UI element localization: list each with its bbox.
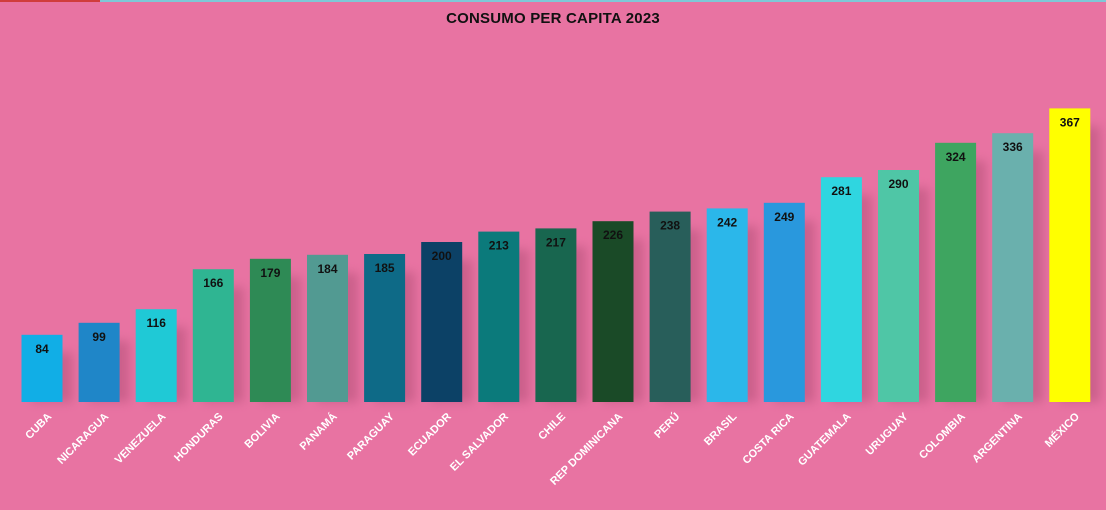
value-label-chile: 217 [546, 235, 566, 249]
value-label-uruguay: 290 [888, 177, 908, 191]
bar-nicaragua [78, 322, 120, 402]
category-label-el-salvador: EL SALVADOR [448, 411, 511, 474]
bar-uruguay [878, 170, 919, 402]
bar-brasil [706, 208, 748, 402]
value-label-brasil: 242 [717, 215, 737, 229]
bar-ecuador [421, 242, 463, 402]
bar-bolivia [249, 258, 291, 402]
value-label-cuba: 84 [35, 342, 49, 356]
bar-argentina [992, 133, 1034, 402]
category-label-panama: PANAMÁ [297, 410, 340, 453]
chart-title: CONSUMO PER CAPITA 2023 [446, 10, 660, 27]
category-label-argentina: ARGENTINA [970, 411, 1025, 466]
category-label-paraguay: PARAGUAY [345, 410, 397, 462]
bar-cuba [21, 334, 63, 402]
bar-rep-dominicana [592, 221, 634, 402]
category-label-mexico: MÉXICO [1042, 410, 1082, 450]
bar-guatemala [820, 177, 862, 402]
value-label-paraguay: 185 [375, 261, 395, 275]
value-label-costa-rica: 249 [774, 210, 794, 224]
value-label-panama: 184 [317, 262, 337, 276]
category-label-cuba: CUBA [23, 411, 54, 442]
top-border [0, 0, 1106, 2]
category-label-peru: PERÚ [652, 410, 683, 441]
category-label-guatemala: GUATEMALA [796, 411, 854, 469]
value-label-el-salvador: 213 [489, 239, 509, 253]
bar-paraguay [364, 254, 406, 402]
value-label-argentina: 336 [1003, 140, 1023, 154]
bar-mexico [1049, 108, 1091, 403]
category-label-honduras: HONDURAS [172, 411, 225, 464]
category-label-nicaragua: NICARAGUA [55, 411, 111, 467]
category-label-uruguay: URUGUAY [864, 410, 912, 458]
value-label-peru: 238 [660, 219, 680, 233]
value-label-nicaragua: 99 [92, 330, 106, 344]
value-label-guatemala: 281 [831, 184, 851, 198]
bar-el-salvador [478, 231, 520, 402]
value-label-honduras: 166 [203, 276, 223, 290]
value-label-bolivia: 179 [260, 266, 280, 280]
bar-colombia [935, 142, 977, 403]
bar-peru [649, 211, 691, 402]
value-label-mexico: 367 [1060, 115, 1080, 129]
bar-chile [535, 228, 577, 402]
value-label-colombia: 324 [946, 150, 966, 164]
bar-panama [307, 254, 348, 402]
value-label-venezuela: 116 [147, 316, 167, 330]
value-label-rep-dominicana: 226 [603, 228, 623, 242]
top-border-accent [0, 0, 100, 2]
category-label-chile: CHILE [536, 411, 568, 443]
bar-venezuela [135, 309, 177, 402]
category-label-costa-rica: COSTA RICA [740, 411, 796, 467]
category-label-colombia: COLOMBIA [917, 411, 968, 462]
bar-honduras [192, 269, 234, 402]
value-label-ecuador: 200 [432, 249, 452, 263]
category-label-brasil: BRASIL [702, 411, 740, 449]
bar-costa-rica [763, 202, 805, 402]
category-label-bolivia: BOLIVIA [243, 411, 283, 451]
category-label-venezuela: VENEZUELA [113, 411, 169, 467]
category-label-ecuador: ECUADOR [406, 411, 454, 459]
